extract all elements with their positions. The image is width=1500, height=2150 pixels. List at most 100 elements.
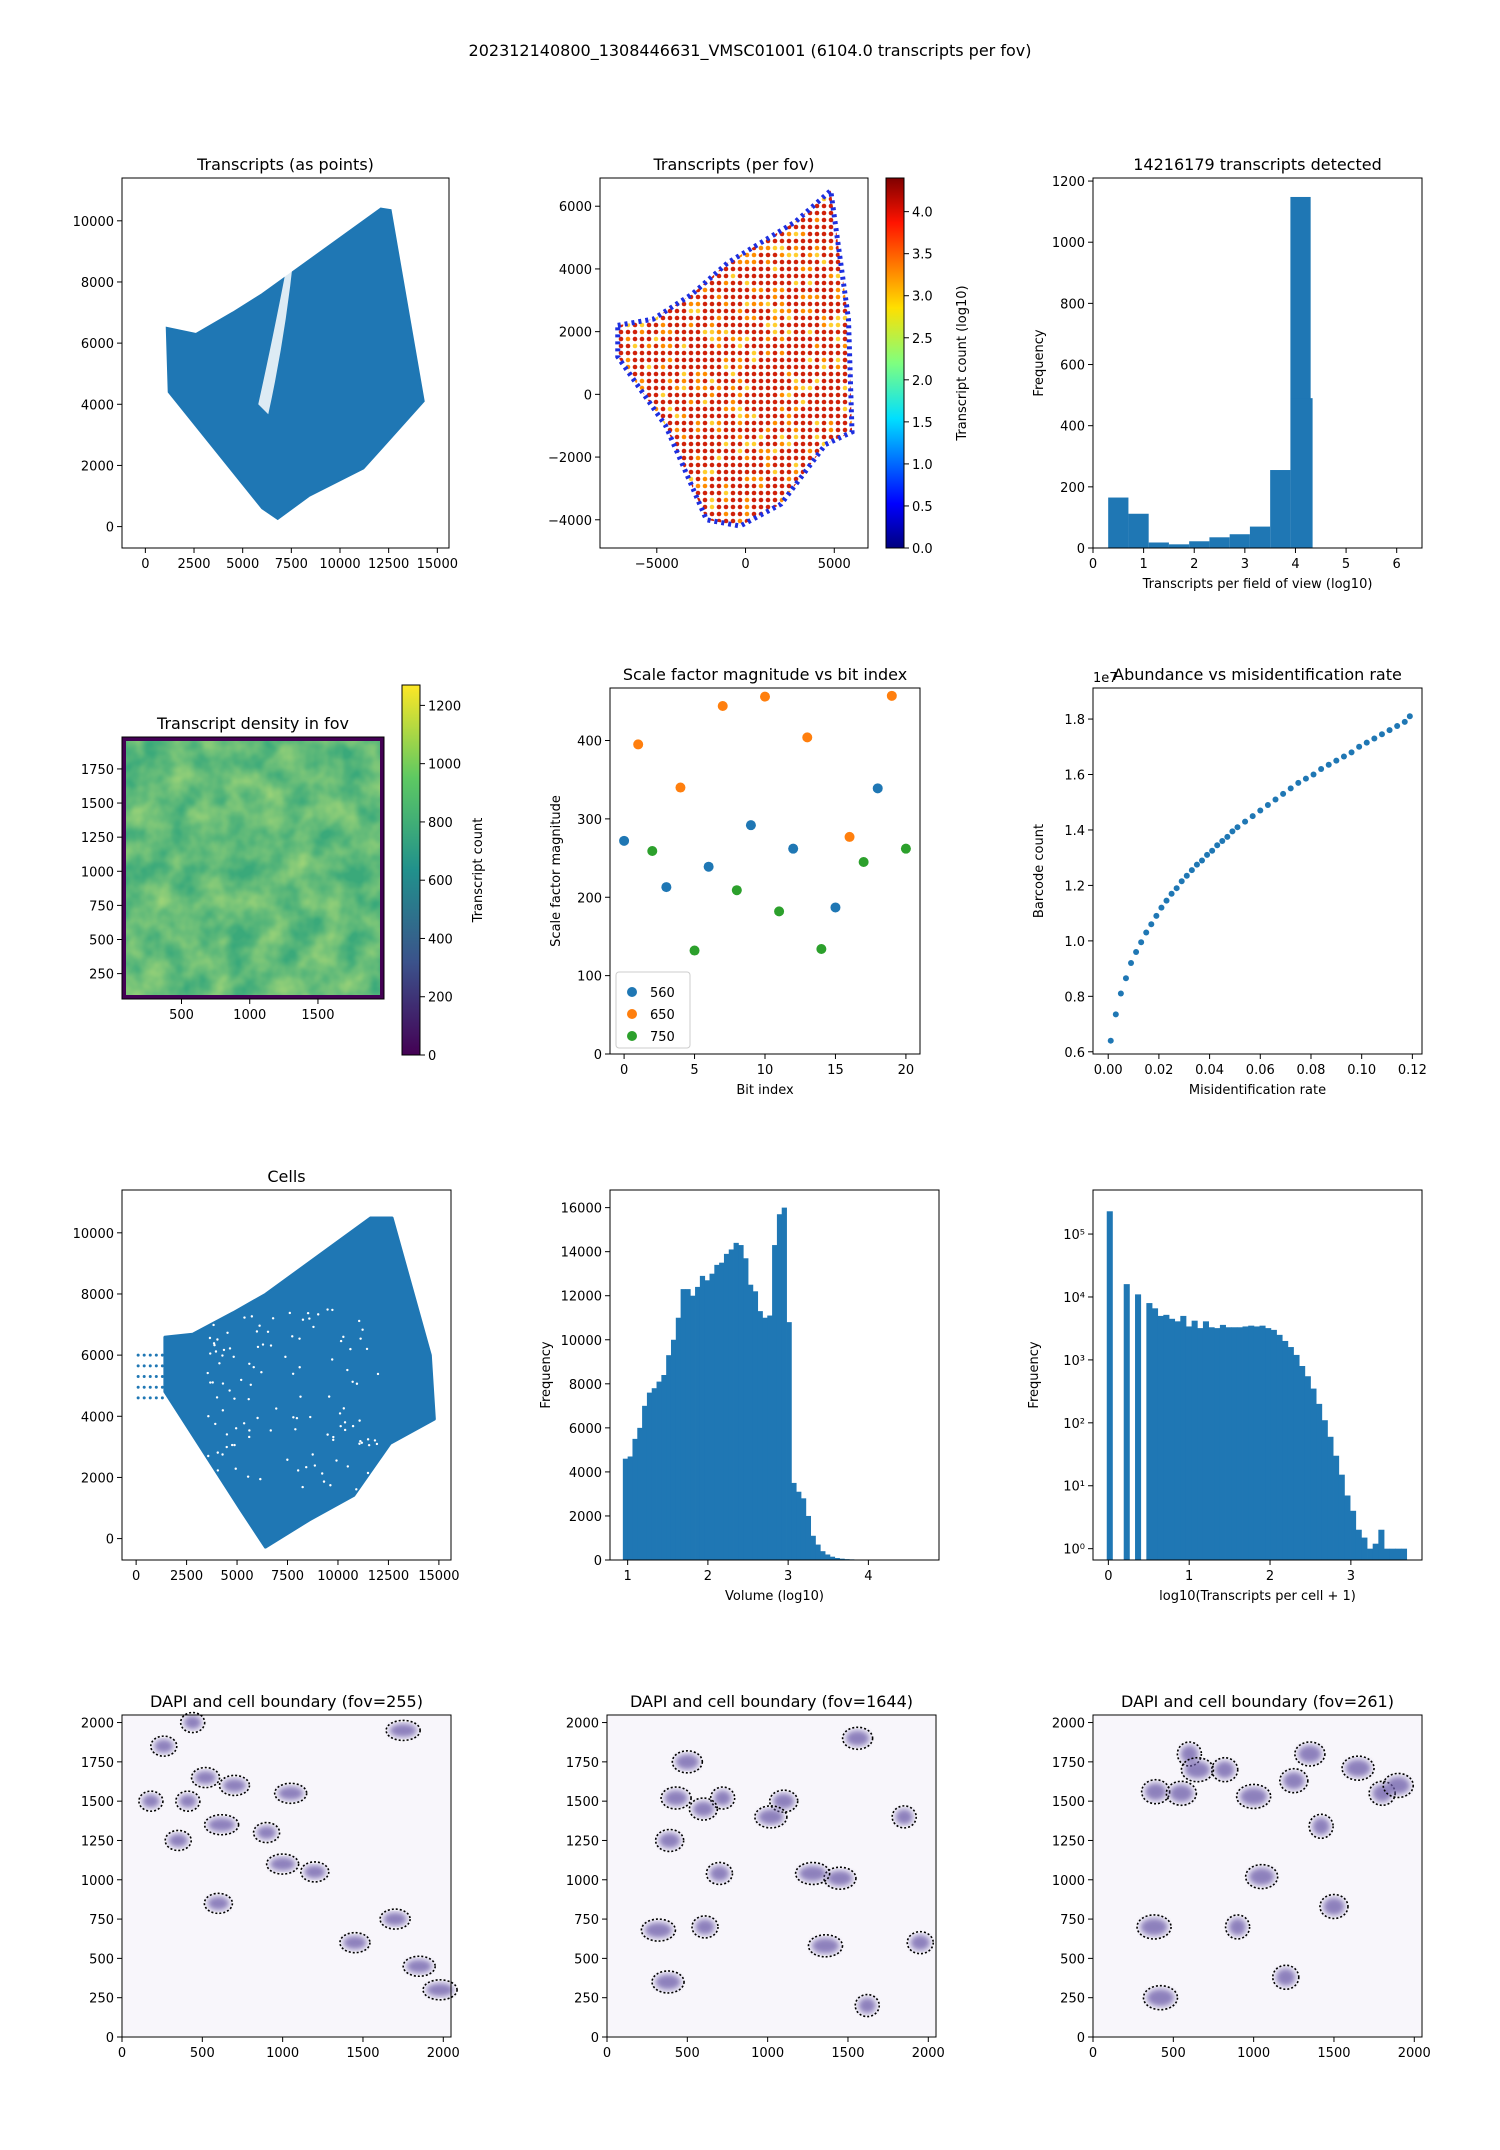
fov-dot: [821, 343, 827, 349]
fov-dot: [688, 385, 694, 391]
fov-dot: [730, 392, 736, 398]
fov-dot: [612, 246, 617, 251]
fov-dot: [786, 252, 792, 258]
cells-outlier: [136, 1375, 140, 1379]
fov-dot: [821, 518, 827, 524]
fov-dot: [828, 350, 834, 356]
fov-dot: [779, 203, 785, 209]
fov-dot: [653, 350, 659, 356]
fov-dot: [646, 266, 652, 272]
fov-dot: [717, 533, 722, 538]
fov-dot: [660, 357, 666, 363]
fov-dot: [618, 315, 624, 321]
fov-dot: [639, 378, 645, 384]
fov-dot: [667, 420, 673, 426]
fov-dot: [807, 190, 813, 195]
fov-dot: [653, 308, 659, 314]
fov-dot: [612, 526, 617, 531]
cells-gap: [360, 1441, 364, 1444]
fov-dot: [821, 413, 827, 419]
scatter-point: [1229, 828, 1236, 835]
fov-dot: [857, 365, 862, 370]
fov-dot: [751, 483, 757, 489]
x-tick-label: 15000: [417, 557, 458, 572]
fov-dot: [667, 371, 673, 377]
fov-dot: [835, 518, 841, 524]
fov-dot: [702, 434, 708, 440]
histogram-bar: [1327, 1436, 1334, 1560]
fov-dot: [612, 379, 617, 384]
fov-dot: [625, 231, 631, 237]
fov-dot: [730, 322, 736, 328]
fov-dot: [632, 357, 638, 363]
fov-dot: [857, 456, 862, 461]
colorbar-tick-label: 1.0: [912, 458, 933, 473]
fov-dot: [751, 329, 757, 335]
cells-gap: [221, 1354, 224, 1357]
y-tick-label: 750: [574, 1913, 599, 1928]
fov-dot: [660, 259, 666, 265]
fov-dot: [723, 190, 729, 195]
fov-dot: [612, 253, 617, 258]
histogram-bar: [1152, 1308, 1159, 1560]
fov-dot: [752, 540, 757, 545]
cell-boundary: [891, 1805, 917, 1829]
nucleus: [1228, 1917, 1247, 1936]
fov-dot: [779, 196, 785, 202]
fov-dot: [633, 183, 638, 188]
fov-dot: [765, 196, 771, 202]
fov-dot: [674, 343, 680, 349]
fov-dot: [696, 533, 701, 538]
fov-dot: [667, 469, 673, 475]
fov-dot: [849, 210, 853, 216]
axes-frame: [609, 1189, 940, 1561]
cells-gap: [269, 1344, 273, 1347]
fov-dot: [779, 315, 785, 321]
fov-dot: [779, 329, 785, 335]
nucleus: [207, 1817, 236, 1832]
cells-gap: [359, 1337, 362, 1340]
cells-gap: [256, 1416, 259, 1420]
fov-dot: [618, 490, 624, 496]
fov-dot: [646, 364, 652, 370]
fov-dot: [716, 413, 722, 419]
fov-dot: [765, 301, 771, 307]
fov-dot: [779, 518, 785, 524]
histogram-bar: [704, 1280, 710, 1560]
x-tick-label: 5: [1342, 557, 1350, 572]
histogram-bar: [1384, 1548, 1391, 1560]
transcripts-cloud: [165, 207, 425, 521]
fov-dot: [632, 315, 638, 321]
y-tick-label: 4000: [559, 263, 592, 278]
fov-dot: [605, 309, 610, 314]
x-tick-label: 5000: [221, 1569, 254, 1584]
fov-dot: [723, 343, 729, 349]
fov-dot: [681, 196, 687, 202]
cells-gap: [375, 1442, 379, 1446]
fov-dot: [744, 483, 750, 489]
fov-dot: [744, 420, 750, 426]
fov-dot: [632, 392, 638, 398]
y-tick-label: 2000: [569, 1510, 602, 1525]
histogram-bar: [815, 1544, 821, 1560]
fov-dot: [786, 483, 792, 489]
cells-outlier: [160, 1385, 164, 1389]
fov-dot: [618, 455, 624, 461]
fov-dot: [667, 217, 673, 223]
y-axis-label: Frequency: [1032, 329, 1047, 396]
fov-dot: [618, 203, 624, 209]
fov-dot: [800, 238, 806, 244]
fov-dot: [639, 434, 645, 440]
fov-dot: [695, 252, 701, 258]
fov-dot: [842, 252, 848, 258]
fov-dot: [674, 427, 680, 433]
fov-dot: [653, 469, 659, 475]
fov-dot: [667, 525, 673, 527]
cells-outlier: [148, 1385, 152, 1389]
fov-dot: [625, 245, 631, 251]
fov-dot: [674, 322, 680, 328]
fov-dot: [800, 427, 806, 433]
fov-dot: [842, 385, 848, 391]
